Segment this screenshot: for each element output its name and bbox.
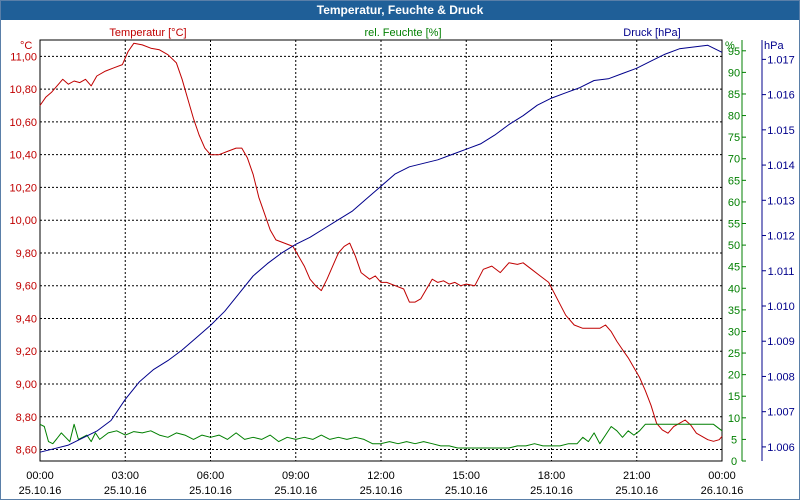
series-line-temperature [39, 42, 723, 442]
series-line-pressure [39, 44, 723, 453]
pressure-tick-label: 1.015 [767, 125, 795, 137]
series-line-humidity [39, 423, 723, 449]
humidity-tick-label: 80 [728, 111, 740, 123]
humidity-tick-label: 70 [728, 154, 740, 166]
temperature-tick-label: 9,80 [16, 248, 37, 260]
x-tick-time: 06:00 [197, 470, 225, 482]
humidity-tick-label: 45 [728, 262, 740, 274]
temperature-tick-label: 10,80 [9, 84, 37, 96]
temperature-axis-label: Temperatur [°C] [109, 27, 186, 39]
x-tick-date: 25.10.16 [445, 485, 488, 497]
humidity-tick-label: 50 [728, 240, 740, 252]
humidity-tick-label: 5 [731, 434, 737, 446]
series-group [39, 42, 723, 453]
pressure-tick-label: 1.011 [768, 266, 795, 278]
humidity-tick-label: 10 [728, 413, 740, 425]
temperature-unit-label: °C [20, 40, 32, 52]
temperature-tick-label: 9,60 [16, 281, 37, 293]
x-tick-date: 26.10.16 [701, 485, 744, 497]
pressure-unit-label: hPa [764, 40, 784, 52]
humidity-axis-label: rel. Feuchte [%] [364, 27, 441, 39]
pressure-tick-label: 1.006 [767, 442, 795, 454]
temperature-tick-label: 10,60 [9, 117, 37, 129]
humidity-tick-label: 40 [728, 283, 740, 295]
humidity-tick-label: 35 [728, 305, 740, 317]
pressure-tick-label: 1.013 [767, 195, 795, 207]
humidity-tick-label: 65 [728, 175, 740, 187]
axes-group: °C Temperatur [°C] rel. Feuchte [%] Druc… [9, 27, 794, 497]
x-tick-date: 25.10.16 [530, 485, 573, 497]
humidity-tick-label: 85 [728, 89, 740, 101]
pressure-tick-label: 1.008 [767, 371, 795, 383]
humidity-tick-label: 30 [728, 326, 740, 338]
humidity-tick-label: 75 [728, 132, 740, 144]
humidity-unit-label: % [725, 40, 735, 52]
x-tick-time: 00:00 [708, 470, 736, 482]
humidity-tick-label: 15 [728, 391, 740, 403]
pressure-tick-label: 1.007 [767, 407, 795, 419]
temperature-tick-label: 8,80 [16, 412, 37, 424]
pressure-tick-label: 1.012 [767, 231, 795, 243]
x-tick-date: 25.10.16 [274, 485, 317, 497]
humidity-tick-label: 20 [728, 370, 740, 382]
temperature-tick-label: 9,40 [16, 313, 37, 325]
humidity-tick-label: 0 [731, 456, 737, 468]
x-tick-time: 00:00 [26, 470, 54, 482]
chart-title: Temperatur, Feuchte & Druck [316, 3, 484, 17]
plot-area-border [39, 39, 723, 462]
x-tick-time: 12:00 [367, 470, 395, 482]
pressure-tick-label: 1.016 [767, 90, 795, 102]
temperature-tick-label: 9,00 [16, 379, 37, 391]
x-tick-date: 25.10.16 [615, 485, 658, 497]
x-tick-time: 21:00 [623, 470, 651, 482]
x-tick-time: 09:00 [282, 470, 310, 482]
pressure-axis-label: Druck [hPa] [623, 27, 680, 39]
pressure-tick-label: 1.010 [767, 301, 795, 313]
x-tick-date: 25.10.16 [360, 485, 403, 497]
temperature-tick-label: 9,20 [16, 346, 37, 358]
temperature-tick-label: 10,40 [9, 150, 37, 162]
humidity-tick-label: 55 [728, 219, 740, 231]
humidity-tick-label: 95 [728, 46, 740, 58]
humidity-tick-label: 25 [728, 348, 740, 360]
pressure-tick-label: 1.014 [767, 160, 795, 172]
gridlines [40, 40, 722, 461]
x-tick-date: 25.10.16 [104, 485, 147, 497]
temperature-tick-label: 10,00 [9, 215, 37, 227]
pressure-tick-label: 1.017 [767, 54, 795, 66]
pressure-tick-label: 1.009 [767, 336, 795, 348]
humidity-tick-label: 90 [728, 67, 740, 79]
humidity-tick-label: 60 [728, 197, 740, 209]
temperature-tick-label: 11,00 [10, 51, 37, 63]
chart-title-bar: Temperatur, Feuchte & Druck [1, 1, 799, 20]
x-tick-date: 25.10.16 [19, 485, 62, 497]
x-tick-time: 15:00 [452, 470, 480, 482]
x-tick-time: 03:00 [111, 470, 139, 482]
x-tick-time: 18:00 [538, 470, 566, 482]
x-tick-date: 25.10.16 [189, 485, 232, 497]
temperature-tick-label: 10,20 [9, 182, 37, 194]
temperature-tick-label: 8,60 [16, 445, 37, 457]
